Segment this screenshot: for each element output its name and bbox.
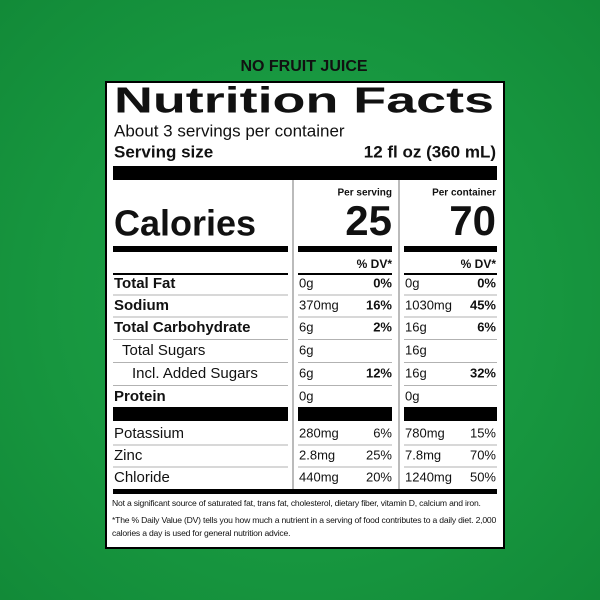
dv-header: % DV*: [357, 257, 393, 271]
daily-value: 2%: [373, 319, 392, 334]
daily-value: 12%: [366, 365, 392, 380]
bar: [298, 273, 392, 275]
calories-value: 25: [345, 197, 392, 244]
amount: 0g: [405, 388, 419, 403]
nutrient-name: Sodium: [114, 297, 169, 314]
column-header: Per serving: [338, 188, 392, 199]
column-header: Per container: [432, 188, 496, 199]
amount: 6g: [299, 342, 313, 357]
bar: [113, 407, 288, 421]
nutrient-name: Potassium: [114, 425, 184, 442]
nutrient-name: Chloride: [114, 469, 170, 486]
nutrient-name: Total Fat: [114, 275, 175, 292]
daily-value: 25%: [366, 447, 392, 462]
serving-size-value: 12 fl oz (360 mL): [364, 142, 496, 161]
amount: 16g: [405, 319, 427, 334]
amount: 1240mg: [405, 469, 452, 484]
daily-value: 0%: [373, 275, 392, 290]
calories-value: 70: [449, 197, 496, 244]
banner: NO FRUIT JUICE: [240, 58, 367, 75]
bar: [298, 407, 392, 421]
dv-header: % DV*: [461, 257, 497, 271]
daily-value: 45%: [470, 297, 496, 312]
daily-value: 6%: [373, 425, 392, 440]
thick-bar: [113, 166, 497, 180]
amount: 6g: [299, 365, 313, 380]
bar: [113, 273, 288, 275]
bar: [298, 246, 392, 252]
nutrient-name: Total Carbohydrate: [114, 319, 250, 336]
amount: 0g: [299, 275, 313, 290]
calories-label: Calories: [114, 203, 256, 244]
amount: 2.8mg: [299, 447, 335, 462]
amount: 780mg: [405, 425, 445, 440]
daily-value: 50%: [470, 469, 496, 484]
daily-value: 0%: [477, 275, 496, 290]
amount: 16g: [405, 365, 427, 380]
daily-value: 15%: [470, 425, 496, 440]
amount: 0g: [299, 388, 313, 403]
amount: 370mg: [299, 297, 339, 312]
amount: 280mg: [299, 425, 339, 440]
daily-value: 32%: [470, 365, 496, 380]
daily-value: 16%: [366, 297, 392, 312]
nutrient-name: Zinc: [114, 447, 143, 464]
nutrient-name: Total Sugars: [122, 342, 205, 359]
footnotes: Not a significant source of saturated fa…: [112, 497, 500, 544]
amount: 0g: [405, 275, 419, 290]
bar: [404, 273, 497, 275]
serving-size-label: Serving size: [114, 142, 213, 161]
label-box: [105, 81, 505, 549]
footnote: *The % Daily Value (DV) tells you how mu…: [112, 515, 497, 538]
bar: [113, 489, 497, 494]
amount: 7.8mg: [405, 447, 441, 462]
bar: [404, 407, 497, 421]
footnote: Not a significant source of saturated fa…: [112, 498, 481, 508]
daily-value: 20%: [366, 469, 392, 484]
title: Nutrition Facts: [114, 80, 494, 121]
bar: [404, 246, 497, 252]
servings: About 3 servings per container: [114, 121, 345, 140]
nutrient-name: Incl. Added Sugars: [132, 365, 258, 382]
amount: 1030mg: [405, 297, 452, 312]
amount: 6g: [299, 319, 313, 334]
amount: 16g: [405, 342, 427, 357]
nutrient-name: Protein: [114, 388, 166, 405]
bar: [113, 246, 288, 252]
daily-value: 6%: [477, 319, 496, 334]
daily-value: 70%: [470, 447, 496, 462]
amount: 440mg: [299, 469, 339, 484]
